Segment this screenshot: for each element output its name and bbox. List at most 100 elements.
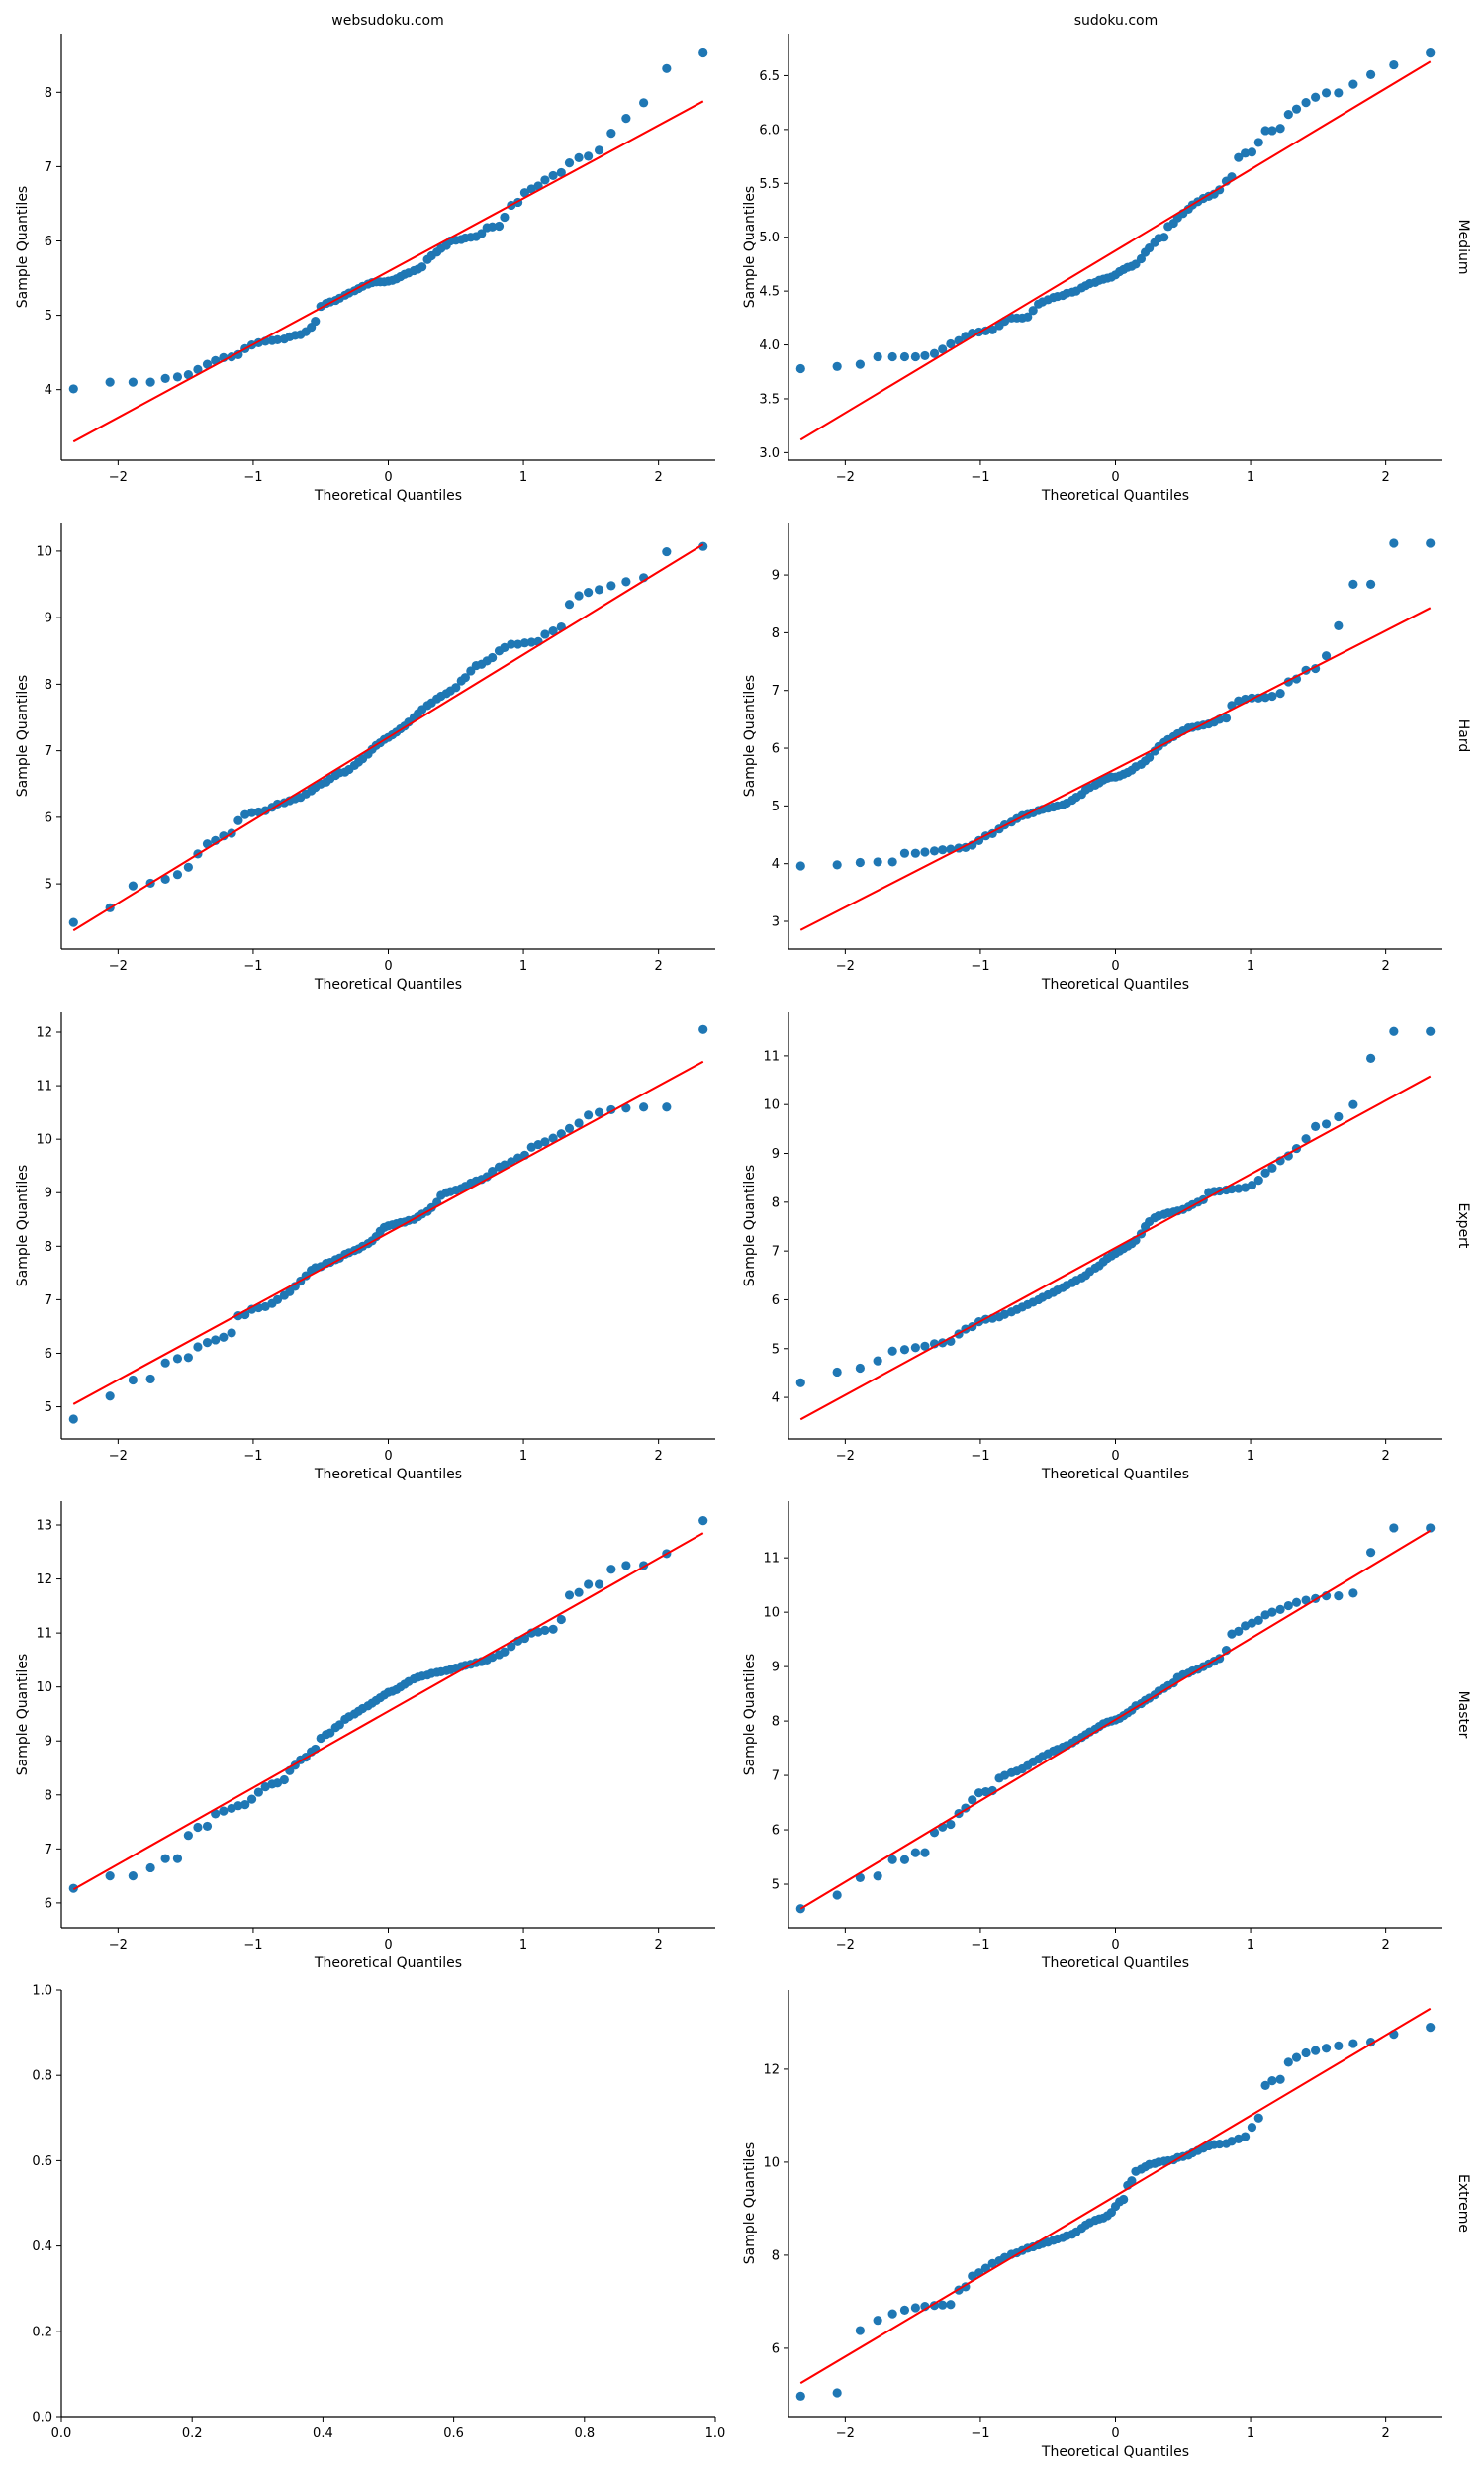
data-point [160,874,170,884]
x-tick-label: −1 [971,959,989,974]
data-point [507,1642,516,1652]
data-point [193,1342,203,1352]
data-point [1267,691,1277,702]
data-point [899,848,910,858]
data-point [500,642,510,653]
data-point [488,1167,498,1177]
reference-line-overlay [72,543,704,931]
data-point [910,1848,920,1857]
data-point [500,1160,510,1170]
y-tick-label: 8 [772,2248,780,2263]
y-tick-label: 11 [36,1080,52,1094]
data-point [202,1821,213,1832]
data-point [574,1118,584,1128]
panel-expert-sudoku-com: −2 −1 0 1 2 4 5 6 7 8 9 10 11 Theoretical Quantiles Sa… [742,1012,1442,1482]
reference-line-overlay [72,1060,704,1405]
y-tick-label: 4 [772,1391,780,1406]
data-point [526,637,536,647]
x-tick-label: 0 [384,470,392,485]
data-point [584,1110,594,1120]
x-axis-label: Theoretical Quantiles [1041,1955,1189,1971]
data-point [556,1614,566,1625]
y-tick-label: 5 [45,1400,52,1415]
data-point [211,1335,221,1345]
data-point [105,1391,115,1401]
data-point [574,1587,584,1597]
data-point [832,361,842,371]
x-tick-label: 2 [654,1938,662,1952]
panel-extreme-websudoku-com: 0.0 0.2 0.4 0.6 0.8 1.0 0.0 0.2 0.4 0.6 0.8 1.0 [32,1984,725,2442]
data-point [145,1862,155,1873]
reference-line-overlay [72,1532,704,1891]
y-tick-label: 8 [772,626,780,641]
data-point [202,1338,213,1348]
data-point [832,860,842,870]
x-tick-label: 0 [384,959,392,974]
data-point [1275,124,1285,134]
y-tick-label: 9 [45,1187,52,1201]
x-tick-label: 0.2 [182,2426,203,2441]
x-tick-label: 1 [519,470,527,485]
y-tick-label: 5.0 [759,231,780,245]
data-point [1283,1151,1293,1161]
data-point [1241,2132,1251,2141]
data-point [698,1024,708,1034]
data-point [899,351,910,362]
row-label-extreme: Extreme [1455,2174,1471,2233]
data-point [488,652,498,663]
x-tick-label: −1 [243,1938,262,1952]
x-tick-label: 0.0 [51,2426,72,2441]
data-point [183,862,193,872]
y-tick-label: 8 [45,678,52,693]
data-point [160,1358,170,1368]
y-tick-label: 6 [45,810,52,825]
data-point [1389,1026,1399,1036]
data-point [594,1107,604,1117]
data-point [1247,2123,1257,2133]
x-axis-label: Theoretical Quantiles [1041,2444,1189,2460]
data-point [272,1294,283,1304]
data-point [1215,2139,1225,2149]
x-tick-label: 1 [1247,2426,1254,2441]
data-point [1275,2074,1285,2084]
data-point [1348,2039,1358,2048]
data-point [574,152,584,162]
panel-medium-sudoku-com: −2 −1 0 1 2 3.0 3.5 4.0 4.5 5.0 5.5 6.0 6.5 Theoretic… [742,34,1442,504]
panel-master-sudoku-com: −2 −1 0 1 2 5 6 7 8 9 10 11 Theoretical Quantiles Sam… [742,1501,1442,1971]
y-tick-label: 10 [763,1098,780,1113]
data-point [832,1367,842,1378]
data-point [899,2305,910,2315]
data-point [910,1343,920,1353]
data-point [246,808,257,817]
data-point [1301,1595,1311,1605]
data-point [1023,312,1033,322]
x-tick-label: 1 [1247,959,1254,974]
y-axis-label: Sample Quantiles [742,1654,758,1775]
data-point [494,221,505,232]
data-point [1145,752,1155,762]
data-point [540,175,550,185]
x-tick-label: −2 [109,959,128,974]
row-label-hard: Hard [1455,719,1471,753]
data-point [272,1778,283,1788]
data-point [219,831,229,841]
reference-line-overlay [799,60,1432,441]
data-point [1334,1591,1344,1601]
y-tick-label: 4.5 [759,285,780,300]
x-tick-label: −1 [243,470,262,485]
data-point [128,1871,138,1881]
x-tick-label: −2 [836,2426,855,2441]
data-point [1253,138,1263,147]
data-point [233,1801,243,1811]
data-point [698,541,708,551]
data-point [910,2303,920,2313]
data-point [795,861,805,871]
y-tick-label: 1.0 [32,1984,52,1999]
y-tick-label: 5 [45,878,52,893]
data-point [1348,1588,1358,1598]
data-point [279,1774,289,1785]
data-point [477,229,487,238]
data-point [606,129,616,139]
data-point [920,350,930,361]
